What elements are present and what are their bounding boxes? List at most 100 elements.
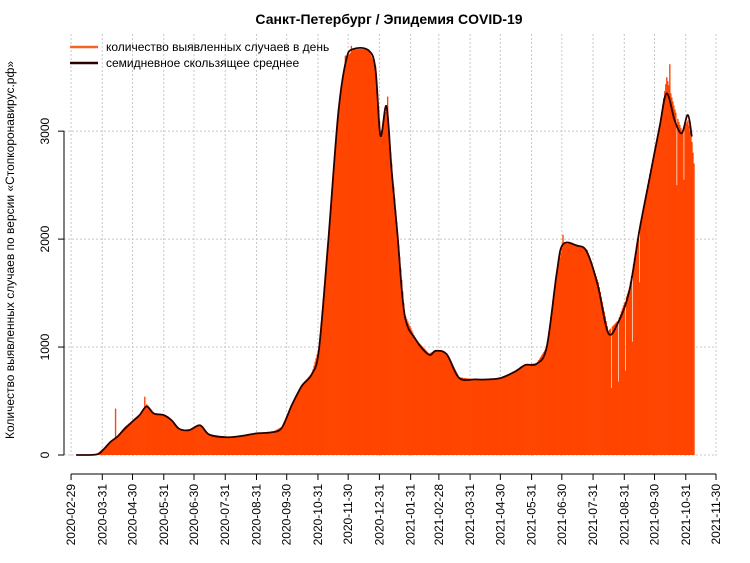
daily-bar <box>657 135 659 455</box>
daily-bar <box>499 377 502 455</box>
daily-bar <box>453 367 455 455</box>
daily-bar <box>199 424 201 455</box>
daily-bar <box>307 377 309 455</box>
daily-bar <box>526 364 528 455</box>
legend: количество выявленных случаев в день сем… <box>70 40 329 70</box>
daily-bar <box>351 50 354 455</box>
daily-bar <box>506 374 509 455</box>
daily-bar <box>529 363 531 455</box>
daily-bar <box>215 435 218 455</box>
daily-bar <box>270 432 272 455</box>
daily-bar <box>571 244 573 455</box>
daily-bar <box>146 404 148 455</box>
daily-bar <box>189 429 191 455</box>
daily-bar <box>626 293 629 455</box>
daily-bar <box>311 372 313 455</box>
daily-bar <box>153 412 155 455</box>
daily-bar <box>616 321 619 455</box>
daily-bar <box>634 252 637 455</box>
daily-bar <box>314 361 316 455</box>
daily-bar <box>369 54 372 456</box>
daily-bar <box>357 49 360 455</box>
daily-bar <box>247 434 250 455</box>
daily-bar <box>471 379 473 455</box>
daily-bar <box>586 249 588 455</box>
daily-bar <box>633 257 636 455</box>
daily-bar <box>155 413 157 455</box>
daily-bar <box>423 348 425 455</box>
daily-bar <box>151 410 153 455</box>
daily-bar <box>117 434 120 455</box>
daily-bar <box>574 244 576 455</box>
daily-bar <box>225 437 228 455</box>
daily-bar <box>595 276 597 455</box>
daily-bar <box>450 361 452 455</box>
daily-bar <box>348 54 351 456</box>
daily-bar <box>234 436 237 455</box>
daily-bar <box>192 428 194 455</box>
daily-bar <box>682 129 684 455</box>
daily-bar <box>533 363 535 455</box>
daily-bar <box>266 432 268 455</box>
daily-bar <box>487 379 490 455</box>
daily-bar <box>613 324 616 455</box>
daily-bar <box>683 179 685 455</box>
daily-bar <box>359 49 362 455</box>
daily-bar <box>127 423 130 455</box>
daily-bar <box>577 245 579 455</box>
daily-bar <box>628 287 631 455</box>
daily-bar <box>148 406 150 455</box>
daily-bar <box>451 363 453 455</box>
daily-bar <box>647 179 650 455</box>
daily-bar <box>399 256 401 455</box>
x-tick-label: 2021-02-28 <box>432 484 446 546</box>
daily-bar <box>425 350 427 455</box>
daily-bar <box>349 52 352 456</box>
daily-bar <box>306 378 308 455</box>
daily-bar <box>509 373 512 455</box>
daily-bar <box>434 350 436 455</box>
daily-bar <box>338 103 340 455</box>
daily-bar <box>279 428 281 455</box>
daily-bar <box>301 384 303 455</box>
daily-bar <box>667 81 669 455</box>
daily-bar <box>123 426 126 455</box>
daily-bar <box>476 379 479 455</box>
daily-bar <box>463 377 465 455</box>
daily-bar <box>162 414 164 455</box>
daily-bar <box>438 351 440 455</box>
daily-bar <box>355 49 358 455</box>
legend-daily-label: количество выявленных случаев в день <box>106 40 329 54</box>
daily-bar <box>503 375 506 455</box>
x-tick-label: 2020-02-29 <box>64 484 78 546</box>
daily-bar <box>387 129 390 455</box>
daily-bar <box>335 135 337 455</box>
daily-bar <box>622 305 625 455</box>
daily-bar <box>429 353 431 455</box>
daily-bar <box>615 322 618 455</box>
daily-bar <box>336 122 338 456</box>
daily-bar <box>157 413 159 455</box>
daily-bar <box>175 425 177 455</box>
daily-bar <box>664 91 666 456</box>
daily-bar <box>227 436 230 455</box>
daily-bar <box>253 433 256 455</box>
daily-bar <box>431 352 433 455</box>
daily-bar <box>456 373 458 455</box>
daily-bar <box>523 365 525 455</box>
daily-bar <box>322 299 324 455</box>
daily-bar <box>653 154 655 455</box>
daily-bar <box>584 248 586 455</box>
daily-bar <box>232 436 235 455</box>
daily-bar <box>394 198 396 455</box>
daily-bar <box>486 379 489 455</box>
daily-bar <box>564 243 566 455</box>
daily-bar <box>426 351 428 455</box>
daily-bar <box>324 275 326 455</box>
daily-bar <box>670 93 672 455</box>
daily-bar <box>482 379 485 455</box>
daily-bar <box>128 422 131 455</box>
daily-bars <box>76 45 695 456</box>
daily-bar <box>303 382 305 455</box>
daily-bar <box>598 287 600 455</box>
